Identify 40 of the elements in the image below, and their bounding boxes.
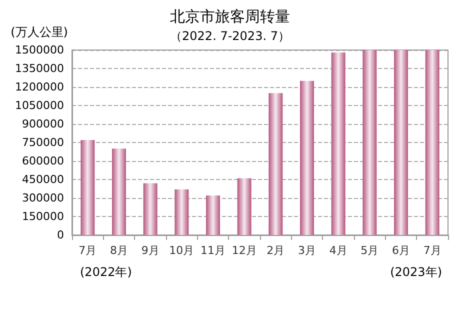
x-tick-label: 5月 xyxy=(360,244,379,257)
bar xyxy=(300,80,314,235)
bar xyxy=(206,196,220,235)
text: (2023年) xyxy=(390,265,442,279)
text: (2022年) xyxy=(80,265,132,279)
bar xyxy=(394,50,408,235)
x-tick-label: 10月 xyxy=(169,244,194,257)
x-tick-label: 3月 xyxy=(298,244,316,257)
x-tick-label: 7月 xyxy=(423,244,442,257)
y-tick-label: 600000 xyxy=(22,154,64,168)
chart-title: 北京市旅客周转量 xyxy=(170,8,290,26)
y-tick-label: 1050000 xyxy=(15,99,64,112)
bar xyxy=(80,140,95,235)
y-tick-label: 0 xyxy=(57,228,64,242)
y-tick-label: 1500000 xyxy=(15,44,64,56)
y-tick-label: 750000 xyxy=(22,136,64,149)
x-tick-label: 12月 xyxy=(232,244,257,257)
bar xyxy=(237,178,252,235)
x-tick-label: 2月 xyxy=(266,244,285,257)
bar xyxy=(331,52,346,235)
x-tick-label: 4月 xyxy=(329,244,348,257)
x-tick-label: 7月 xyxy=(78,244,97,257)
bar xyxy=(268,93,283,235)
y-tick-label: 1200000 xyxy=(15,80,64,94)
y-axis-title: (万人公里) xyxy=(10,25,68,39)
x-tick-label: 9月 xyxy=(141,244,160,257)
x-tick-label: 6月 xyxy=(392,244,410,257)
x-tick-label: 11月 xyxy=(200,244,226,257)
y-tick-label: 300000 xyxy=(22,192,64,204)
bar xyxy=(143,183,158,235)
bar xyxy=(174,189,189,235)
y-tick-label: 900000 xyxy=(22,118,64,130)
y-tick-label: 1350000 xyxy=(15,62,64,75)
bar xyxy=(425,50,440,235)
x-tick-label: 8月 xyxy=(110,244,128,257)
bar xyxy=(112,148,126,235)
y-tick-label: 450000 xyxy=(22,173,64,186)
chart-subtitle: （2022. 7-2023. 7） xyxy=(170,29,290,43)
bar xyxy=(362,50,377,235)
y-tick-label: 150000 xyxy=(22,210,64,223)
